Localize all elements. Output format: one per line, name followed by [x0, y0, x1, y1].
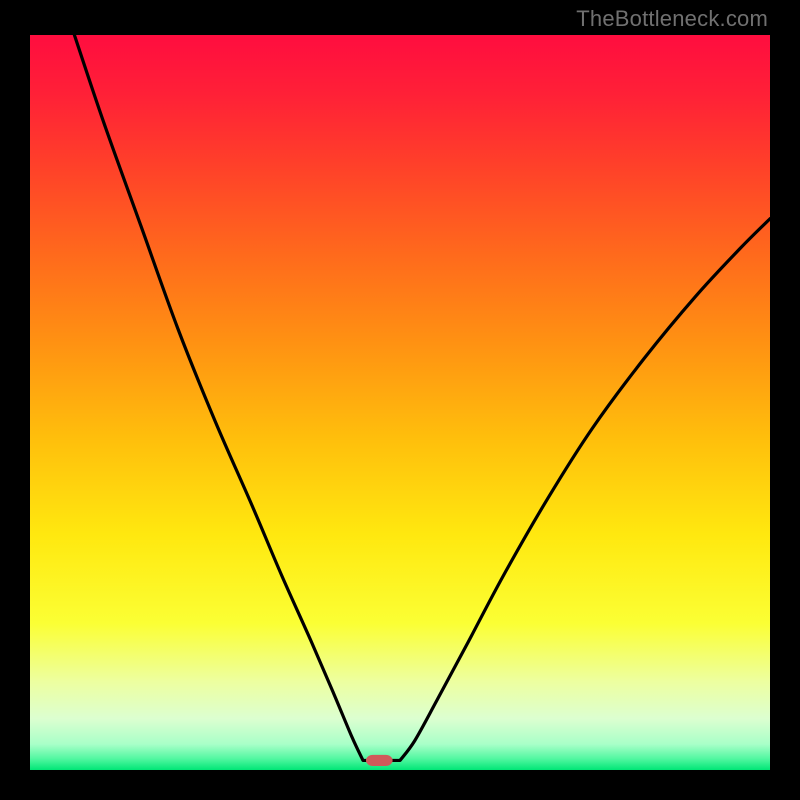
chart-background	[30, 35, 770, 770]
optimal-marker	[366, 755, 393, 766]
plot-area	[30, 35, 770, 770]
watermark-text: TheBottleneck.com	[576, 6, 768, 32]
bottleneck-chart	[30, 35, 770, 770]
